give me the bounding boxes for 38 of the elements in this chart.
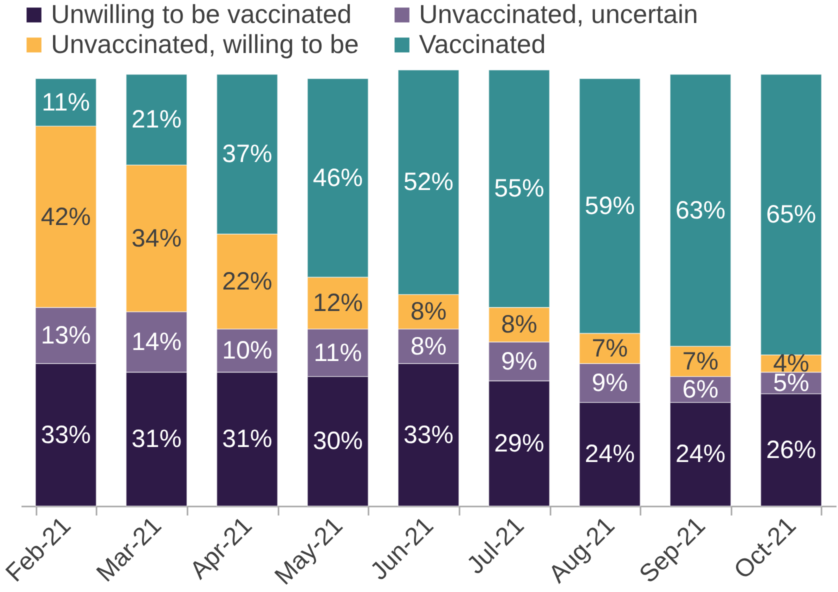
legend-label: Unvaccinated, uncertain <box>419 0 698 29</box>
data-label: 13% <box>40 321 91 350</box>
data-label: 63% <box>675 196 726 224</box>
data-label: 6% <box>682 375 719 404</box>
data-label: 30% <box>312 427 363 456</box>
data-label: 24% <box>675 440 726 468</box>
legend-label: Unvaccinated, willing to be <box>51 29 359 59</box>
data-label: 33% <box>40 420 91 449</box>
data-label: 34% <box>132 224 182 252</box>
data-label: 14% <box>132 328 182 356</box>
data-label: 22% <box>222 268 272 296</box>
data-label: 31% <box>222 425 272 454</box>
data-label: 24% <box>584 440 635 468</box>
data-label: 8% <box>501 310 538 339</box>
data-label: 26% <box>766 436 816 464</box>
data-label: 31% <box>132 425 182 454</box>
data-label: 11% <box>42 88 90 116</box>
legend-label: Vaccinated <box>419 29 546 59</box>
data-label: 12% <box>312 289 363 318</box>
data-label: 8% <box>410 298 447 326</box>
legend-label: Unwilling to be vaccinated <box>51 0 352 29</box>
data-label: 10% <box>222 336 272 365</box>
data-label: 7% <box>682 347 719 376</box>
data-label: 9% <box>592 368 628 397</box>
data-label: 59% <box>584 192 635 220</box>
data-label: 21% <box>132 106 182 134</box>
data-label: 9% <box>501 347 538 376</box>
data-label: 7% <box>592 334 628 362</box>
data-label: 46% <box>312 164 363 192</box>
data-label: 42% <box>40 202 91 231</box>
data-label: 8% <box>410 332 447 360</box>
data-label: 37% <box>222 140 272 168</box>
data-label: 55% <box>494 174 544 203</box>
data-label: 52% <box>403 168 454 196</box>
data-label: 33% <box>403 420 454 449</box>
data-label: 65% <box>766 200 816 229</box>
data-label: 29% <box>494 429 544 458</box>
data-label: 11% <box>314 338 362 367</box>
